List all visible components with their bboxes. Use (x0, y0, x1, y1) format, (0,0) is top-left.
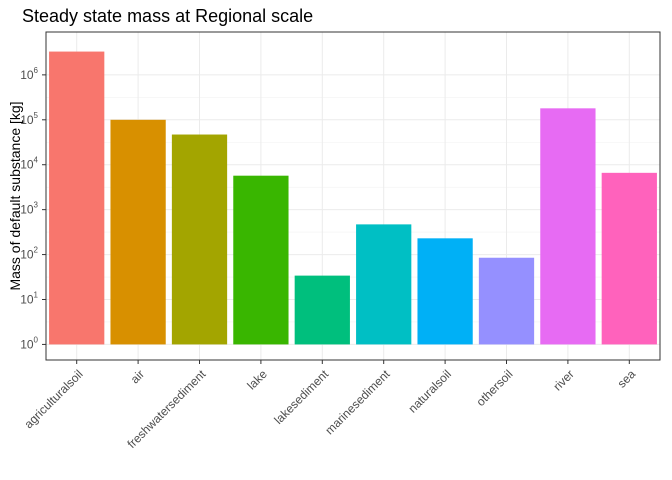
x-tick-label: lakesediment (271, 367, 331, 427)
chart-title: Steady state mass at Regional scale (22, 6, 314, 26)
bar-agriculturalsoil (49, 51, 105, 345)
bar-river (540, 108, 596, 345)
x-tick-label: naturalsoil (405, 367, 454, 416)
bar-layer (49, 51, 657, 345)
bar-marinesediment (356, 224, 412, 345)
x-tick-label: lake (244, 367, 270, 393)
y-axis-title: Mass of default substance [kg] (7, 101, 23, 290)
bar-lakesediment (294, 275, 350, 345)
y-tick-label: 105 (20, 111, 38, 127)
bar-othersoil (478, 257, 535, 345)
y-tick-label: 100 (20, 335, 38, 351)
x-tick-label: othersoil (473, 367, 515, 409)
y-tick-label: 102 (20, 246, 38, 262)
x-tick-label: sea (615, 367, 639, 391)
x-tick-label: air (128, 367, 147, 386)
y-tick-label: 103 (20, 201, 38, 217)
x-tick-label: agriculturalsoil (22, 367, 86, 431)
panel-border (45, 31, 661, 361)
x-tick-label: marinesediment (322, 367, 393, 438)
y-tick-label: 104 (20, 156, 38, 172)
y-tick-label: 106 (20, 66, 38, 82)
bar-lake (233, 175, 289, 345)
y-tick-label: 101 (20, 290, 38, 306)
bar-sea (601, 172, 657, 345)
bar-air (110, 119, 166, 345)
x-tick-label: river (550, 367, 576, 393)
bar-freshwatersediment (171, 134, 228, 345)
bar-naturalsoil (417, 238, 473, 345)
